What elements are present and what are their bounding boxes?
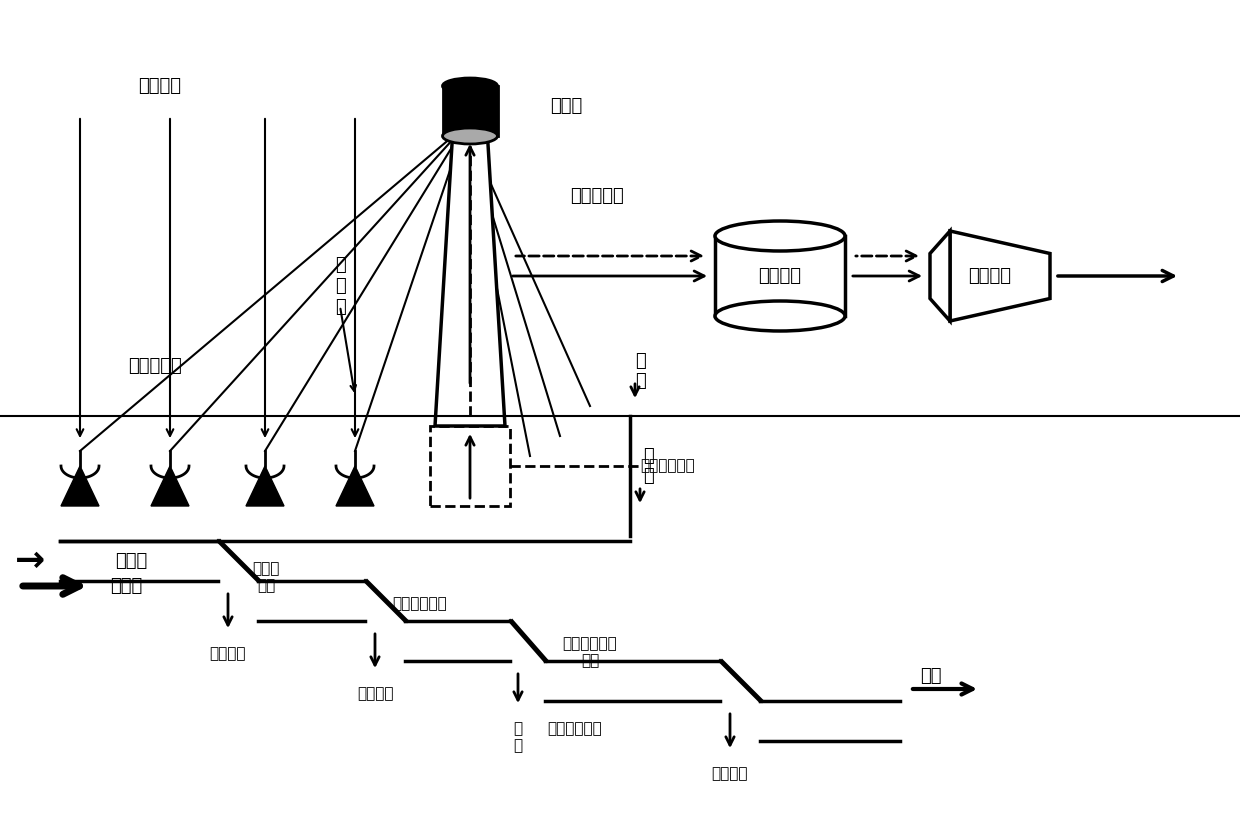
- Text: 热力流循环: 热力流循环: [570, 187, 624, 205]
- Text: 热力循环系统
能量: 热力循环系统 能量: [563, 636, 618, 668]
- Polygon shape: [246, 466, 284, 506]
- Text: 储
热: 储 热: [513, 721, 522, 753]
- FancyBboxPatch shape: [715, 236, 844, 316]
- Ellipse shape: [715, 221, 844, 251]
- Polygon shape: [151, 466, 188, 506]
- Text: 储热系统能量: 储热系统能量: [548, 721, 603, 736]
- Ellipse shape: [443, 128, 497, 144]
- Text: 热量损失: 热量损失: [712, 766, 748, 781]
- Text: 太阳能镜场: 太阳能镜场: [128, 357, 182, 375]
- Text: 发电系统: 发电系统: [968, 267, 1012, 285]
- Text: 太阳能: 太阳能: [115, 552, 148, 570]
- Text: 储热装置: 储热装置: [759, 267, 801, 285]
- Text: 放
热: 放 热: [642, 446, 653, 486]
- Text: 电能: 电能: [920, 667, 941, 685]
- Text: 热量损失: 热量损失: [357, 686, 393, 701]
- Polygon shape: [336, 466, 374, 506]
- Text: →: →: [15, 544, 45, 578]
- Text: 太阳能: 太阳能: [110, 577, 143, 595]
- Ellipse shape: [443, 78, 497, 94]
- Ellipse shape: [715, 301, 844, 331]
- FancyBboxPatch shape: [443, 86, 497, 136]
- Text: 光学损失: 光学损失: [210, 646, 247, 661]
- Polygon shape: [930, 231, 950, 321]
- Text: 传热流体能量: 传热流体能量: [393, 596, 448, 611]
- Polygon shape: [950, 231, 1050, 321]
- Text: 太阳辐射: 太阳辐射: [139, 77, 181, 95]
- Text: 储热装置能量: 储热装置能量: [640, 459, 694, 473]
- Text: 集热塔: 集热塔: [551, 97, 583, 115]
- Polygon shape: [435, 136, 505, 426]
- Text: 集热塔
能量: 集热塔 能量: [252, 561, 280, 593]
- Text: 放
热: 放 热: [635, 352, 645, 390]
- Text: 定
日
镜: 定 日 镜: [335, 256, 346, 316]
- Polygon shape: [61, 466, 99, 506]
